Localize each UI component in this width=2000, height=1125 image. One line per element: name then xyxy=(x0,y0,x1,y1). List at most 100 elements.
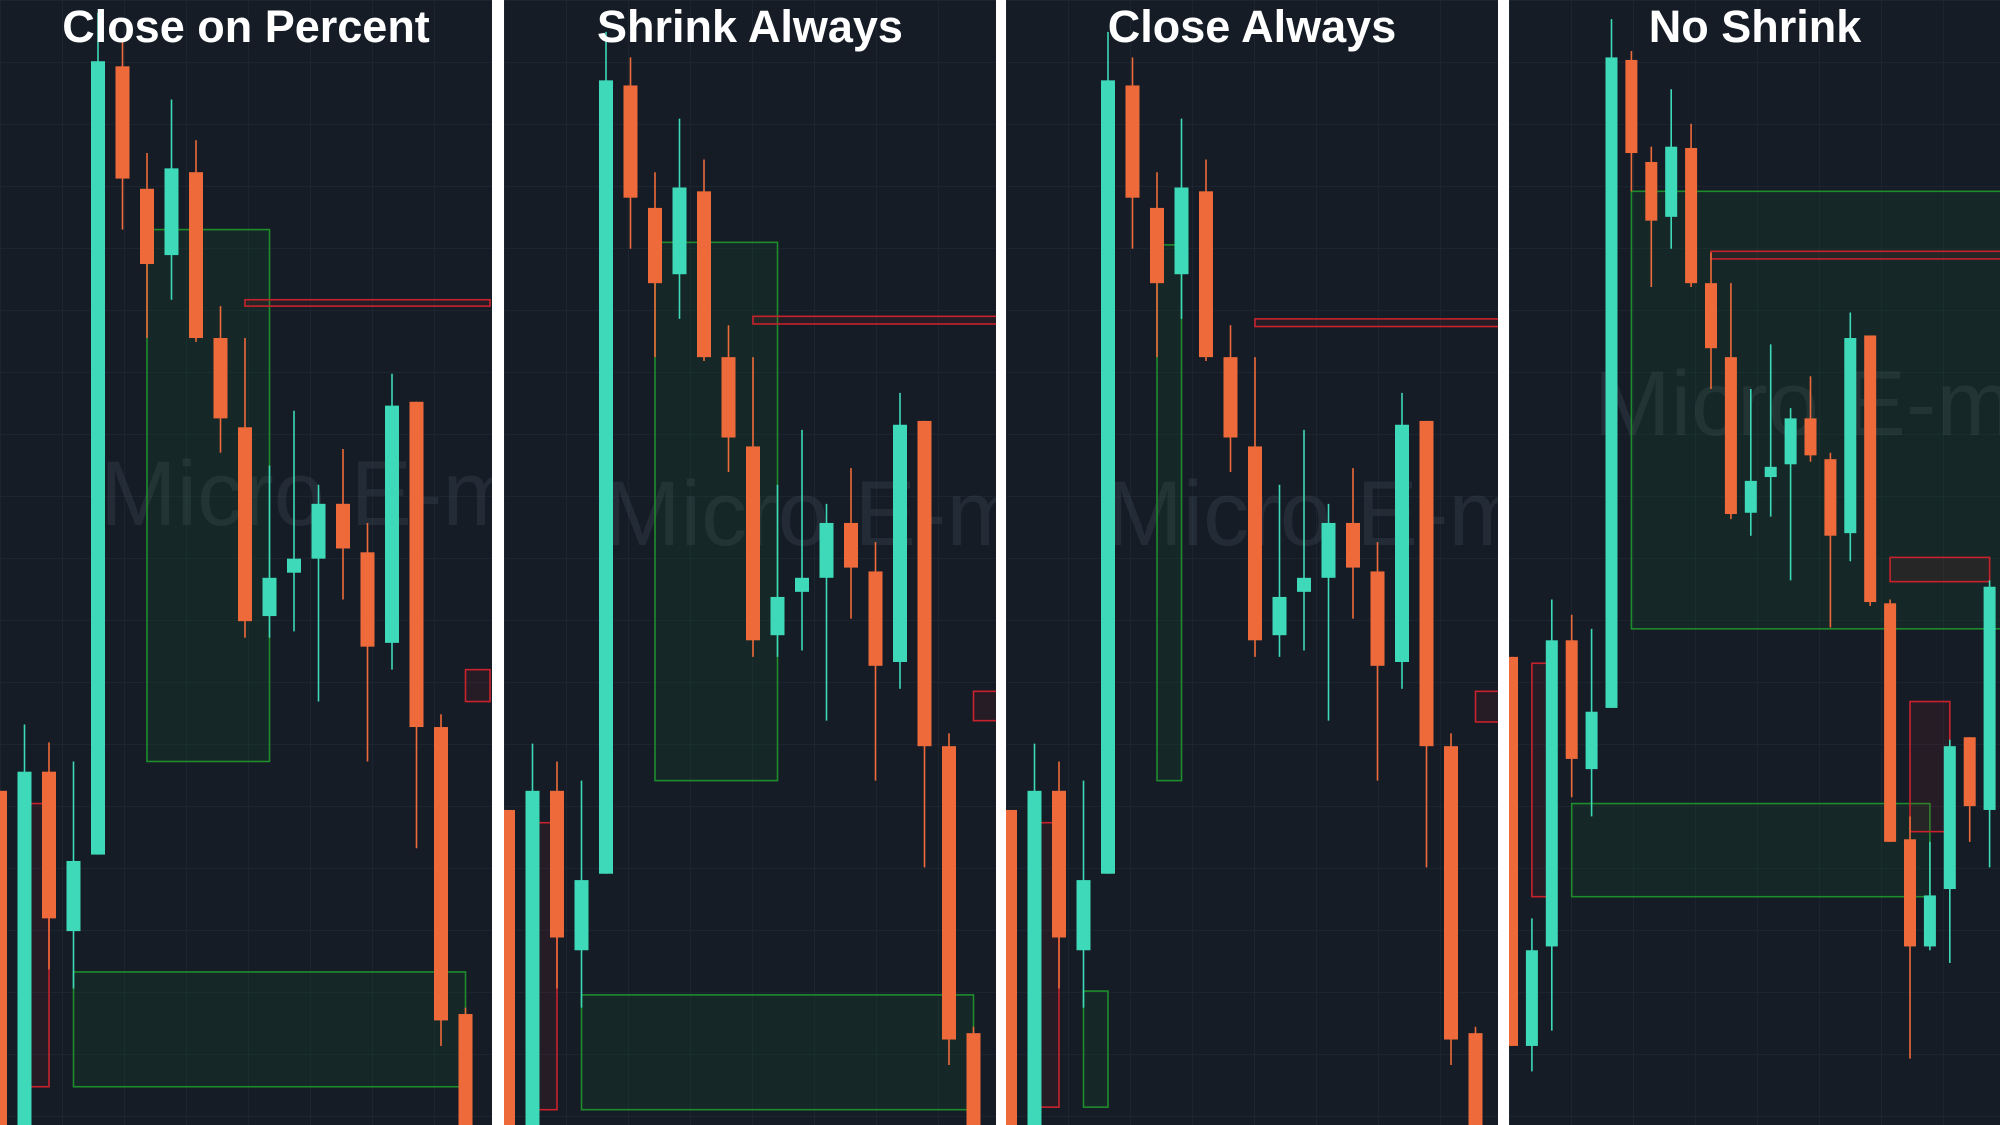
chart-panel: Micro E-mini Close on Percent xyxy=(0,0,611,1125)
candle-body xyxy=(1248,446,1262,641)
zone-box xyxy=(1710,250,2000,260)
candle-body xyxy=(1174,187,1189,275)
candle-body xyxy=(140,188,154,265)
candle-body xyxy=(1983,586,1996,810)
candle-body xyxy=(238,427,252,622)
candle-body xyxy=(525,790,540,1125)
zone-box xyxy=(464,668,491,703)
candle-body xyxy=(1150,207,1164,284)
candle-body xyxy=(1943,746,1956,890)
candle-body xyxy=(91,61,105,855)
zone-box xyxy=(1254,318,1498,328)
candle-body xyxy=(1297,577,1311,592)
candle-body xyxy=(1824,459,1837,536)
candle-body xyxy=(1272,596,1287,636)
candle-body xyxy=(504,809,515,1125)
candle-body xyxy=(697,191,711,358)
candle-body xyxy=(648,207,662,284)
candle-body xyxy=(42,771,56,919)
candle-body xyxy=(1864,335,1877,603)
candle-body xyxy=(164,168,179,256)
candle-body xyxy=(1346,522,1360,568)
candle-body xyxy=(1784,418,1797,465)
candle-body xyxy=(1963,737,1976,807)
candle-body xyxy=(599,80,613,874)
candle-body xyxy=(1764,466,1777,478)
candle-body xyxy=(868,571,883,666)
zone-box xyxy=(1909,700,1951,833)
candle-body xyxy=(0,790,7,1125)
candle-body xyxy=(1395,424,1409,662)
candle-body xyxy=(1027,790,1042,1125)
candle-body xyxy=(1444,746,1458,1040)
candle-body xyxy=(795,577,809,592)
candle-body xyxy=(819,522,834,578)
candle-body xyxy=(1199,191,1213,358)
watermark: Micro E-mini xyxy=(100,443,611,545)
candle-body xyxy=(917,420,932,747)
candle-body xyxy=(1705,283,1717,349)
candle-body xyxy=(458,1014,473,1125)
candle-body xyxy=(1223,357,1238,438)
candle-body xyxy=(1419,420,1434,747)
candle-body xyxy=(385,405,399,643)
candle-body xyxy=(409,401,424,728)
candle-body xyxy=(942,746,956,1040)
candle-body xyxy=(1006,809,1017,1125)
zone-box xyxy=(244,298,491,307)
candle-body xyxy=(1923,895,1936,947)
candle-body xyxy=(1076,880,1091,951)
candle-body xyxy=(360,552,375,647)
candle-body xyxy=(311,503,326,559)
candle-body xyxy=(1525,950,1538,1046)
candle-body xyxy=(1844,338,1857,534)
candle-body xyxy=(336,503,350,549)
candle-body xyxy=(1744,480,1757,513)
zone-box xyxy=(72,971,467,1088)
zone-box xyxy=(972,690,996,722)
candle-body xyxy=(1625,59,1638,154)
candle-body xyxy=(189,172,203,339)
candle-body xyxy=(1724,357,1737,515)
candle-body xyxy=(623,85,638,198)
candle-body xyxy=(1321,522,1336,578)
candle-body xyxy=(574,880,589,951)
candle-body xyxy=(1509,656,1518,1046)
chart-panel: Micro E-mini No Shrink xyxy=(1509,0,2000,1125)
candle-body xyxy=(550,790,564,938)
zone-box xyxy=(580,994,975,1111)
candle-body xyxy=(1585,711,1598,770)
candle-body xyxy=(1804,418,1817,456)
zone-box xyxy=(1156,244,1183,782)
panel-grid xyxy=(1509,0,2000,1125)
zone-box xyxy=(1889,556,1991,583)
candle-body xyxy=(1565,640,1578,759)
candle-body xyxy=(1665,146,1678,217)
candle-body xyxy=(115,66,130,179)
candle-body xyxy=(966,1033,981,1125)
candle-body xyxy=(434,727,448,1021)
candle-body xyxy=(1605,57,1618,708)
zone-box xyxy=(1082,990,1109,1108)
candle-body xyxy=(1545,640,1558,947)
zone-box xyxy=(1474,690,1498,723)
candle-body xyxy=(844,522,858,568)
candle-body xyxy=(672,187,687,275)
candle-body xyxy=(1125,85,1140,198)
candle-body xyxy=(213,338,228,419)
candle-body xyxy=(66,860,81,932)
candle-body xyxy=(17,771,32,1125)
candle-body xyxy=(1052,790,1066,938)
candle-body xyxy=(1685,147,1698,284)
candle-body xyxy=(287,558,301,573)
candle-body xyxy=(721,357,736,438)
candle-body xyxy=(746,446,760,641)
candle-body xyxy=(893,424,907,662)
zone-box xyxy=(752,315,996,325)
candle-body xyxy=(1904,839,1916,947)
candle-body xyxy=(1884,603,1897,842)
candle-body xyxy=(1370,571,1385,666)
candle-body xyxy=(1645,161,1658,221)
candle-body xyxy=(1468,1033,1483,1125)
